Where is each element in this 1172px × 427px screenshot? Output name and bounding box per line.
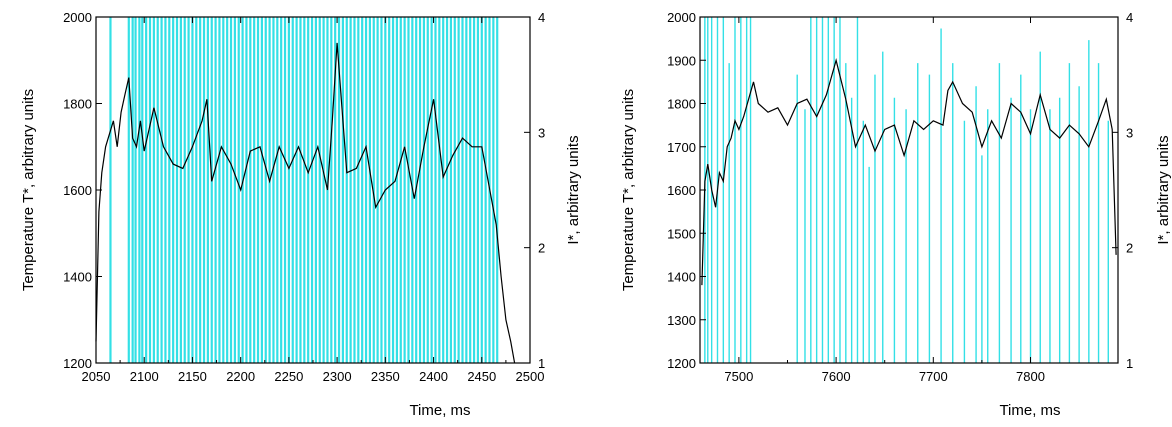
x-tick-label: 2350 bbox=[371, 369, 400, 384]
y2-tick-label: 1 bbox=[1126, 356, 1133, 371]
y-tick-label: 1300 bbox=[667, 313, 696, 328]
temperature-line bbox=[95, 42, 516, 364]
plot-frame bbox=[699, 16, 1119, 364]
y2-tick-label: 3 bbox=[538, 125, 545, 140]
y2-axis-title: I*, arbitrary units bbox=[565, 135, 582, 244]
y-tick-label: 1600 bbox=[63, 183, 92, 198]
x-tick-label: 7600 bbox=[822, 369, 851, 384]
y2-tick-label: 2 bbox=[1126, 241, 1133, 256]
x-tick-label: 2050 bbox=[82, 369, 111, 384]
y-tick-label: 1200 bbox=[667, 356, 696, 371]
y-tick-label: 2000 bbox=[667, 10, 696, 25]
y-tick-label: 1700 bbox=[667, 140, 696, 155]
y2-tick-label: 2 bbox=[538, 241, 545, 256]
x-tick-label: 7500 bbox=[724, 369, 753, 384]
x-tick-label: 7800 bbox=[1016, 369, 1045, 384]
y-tick-label: 1400 bbox=[667, 270, 696, 285]
y-tick-label: 1800 bbox=[667, 97, 696, 112]
y-tick-label: 1500 bbox=[667, 226, 696, 241]
x-axis-title: Time, ms bbox=[999, 402, 1060, 419]
x-tick-label: 2500 bbox=[516, 369, 545, 384]
y-axis-title: Temperature T*, arbitrary units bbox=[620, 89, 637, 291]
x-tick-label: 2200 bbox=[226, 369, 255, 384]
x-tick-label: 2450 bbox=[467, 369, 496, 384]
y-tick-label: 2000 bbox=[63, 10, 92, 25]
temperature-line bbox=[701, 57, 1117, 286]
y-axis-title: Temperature T*, arbitrary units bbox=[20, 89, 37, 291]
y2-tick-label: 4 bbox=[538, 10, 545, 25]
y2-axis-title: I*, arbitrary units bbox=[1155, 135, 1172, 244]
x-tick-label: 2400 bbox=[419, 369, 448, 384]
chart-left: 2050 2100 2150 2200 2250 2300 2350 2400 2450 2500… bbox=[20, 10, 582, 419]
y-tick-label: 1200 bbox=[63, 356, 92, 371]
y2-tick-label: 4 bbox=[1126, 10, 1133, 25]
y2-tick-label: 1 bbox=[538, 356, 545, 371]
y-tick-label: 1600 bbox=[667, 183, 696, 198]
x-tick-label: 2150 bbox=[178, 369, 207, 384]
chart-right: 7500 7600 7700 7800 1200 1300 1400 1500 1600 1700… bbox=[620, 10, 1172, 419]
x-tick-label: 2100 bbox=[130, 369, 159, 384]
y-tick-label: 1900 bbox=[667, 53, 696, 68]
x-axis-title: Time, ms bbox=[409, 402, 470, 419]
x-tick-label: 2250 bbox=[274, 369, 303, 384]
y-tick-label: 1800 bbox=[63, 97, 92, 112]
x-tick-label: 7700 bbox=[919, 369, 948, 384]
y2-tick-label: 3 bbox=[1126, 125, 1133, 140]
y-tick-label: 1400 bbox=[63, 270, 92, 285]
x-tick-label: 2300 bbox=[323, 369, 352, 384]
